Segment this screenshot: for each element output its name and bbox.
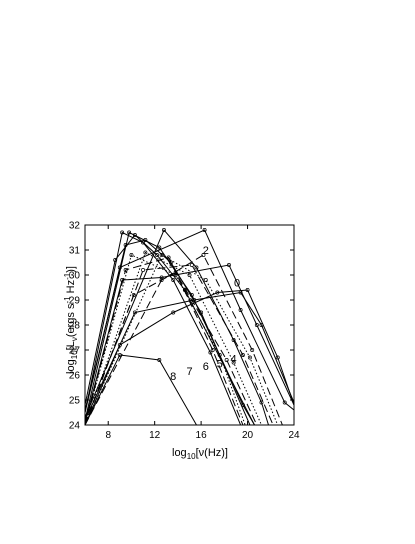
series-line-15 <box>85 251 262 425</box>
series-point <box>143 250 148 255</box>
y-tick-label: 29 <box>69 296 81 307</box>
series-line-5 <box>85 229 294 413</box>
curves-group <box>85 228 294 425</box>
series-point <box>155 253 159 257</box>
y-tick-label: 28 <box>69 321 81 332</box>
y-tick-label: 24 <box>69 421 81 432</box>
y-tick-label: 27 <box>69 346 81 357</box>
series-point <box>245 288 250 292</box>
curve-label-4: 4 <box>231 354 237 366</box>
series-point <box>159 278 164 282</box>
series-point <box>217 353 222 357</box>
series-point <box>238 308 243 312</box>
y-tick-label: 32 <box>69 221 81 232</box>
series-point <box>157 245 162 250</box>
x-axis-label: log10[ν(Hz)] <box>172 447 228 461</box>
series-point <box>132 310 137 315</box>
series-point <box>120 230 125 235</box>
series-line-1 <box>85 231 242 425</box>
y-axis-label: log10[Lν(ergs s-1 Hz-1)] <box>63 266 79 374</box>
y-tick-label: 25 <box>69 396 81 407</box>
series-line-8 <box>85 289 294 425</box>
series-point <box>240 353 245 357</box>
y-tick-label: 31 <box>69 246 81 257</box>
series-line-13 <box>85 254 283 425</box>
x-tick-label: 12 <box>149 430 161 441</box>
x-tick-label: 20 <box>242 430 254 441</box>
series-point <box>159 253 164 257</box>
series-line-11 <box>85 271 258 425</box>
series-point <box>282 400 287 405</box>
series-point <box>171 310 176 315</box>
series-point <box>227 263 231 267</box>
curve-label-2: 2 <box>203 245 209 257</box>
series-point <box>194 265 199 270</box>
series-point <box>192 298 197 302</box>
series-line-9 <box>85 354 197 425</box>
series-point <box>203 278 208 282</box>
plot-frame <box>84 224 295 426</box>
series-point <box>129 253 134 257</box>
x-tick-label: 8 <box>105 430 111 441</box>
series-point <box>247 355 252 360</box>
series-line-0 <box>85 234 255 425</box>
x-tick-label: 16 <box>196 430 208 441</box>
series-line-14 <box>85 254 246 425</box>
series-point <box>166 255 171 260</box>
series-line-12 <box>85 264 274 425</box>
series-line-7 <box>85 291 294 421</box>
series-point <box>259 400 264 405</box>
series-point <box>231 360 236 365</box>
y-tick-label: 30 <box>69 271 81 282</box>
series-line-4 <box>85 229 269 425</box>
series-point <box>208 350 213 355</box>
curve-label-8: 8 <box>170 371 176 383</box>
series-point <box>231 338 236 342</box>
series-point <box>173 270 178 275</box>
series-point <box>201 253 206 257</box>
curve-label-7: 7 <box>186 366 192 378</box>
series-point <box>254 323 259 327</box>
series-point <box>202 228 207 232</box>
series-point <box>173 273 178 277</box>
series-point <box>187 273 192 277</box>
curve-label-5: 5 <box>217 359 223 371</box>
series-point <box>224 358 229 362</box>
series-line-10 <box>85 256 244 425</box>
series-point <box>240 403 245 407</box>
series-point <box>275 355 280 360</box>
series-line-16 <box>85 254 279 425</box>
series-point <box>215 290 220 295</box>
series-point <box>157 358 162 362</box>
series-point <box>210 348 215 352</box>
series-point <box>123 268 128 272</box>
x-tick-label: 24 <box>288 430 300 441</box>
series-point <box>127 230 132 235</box>
series-point <box>189 293 194 297</box>
series-point <box>141 268 146 272</box>
series-point <box>159 275 164 280</box>
series-point <box>131 293 136 297</box>
series-point <box>117 265 122 270</box>
series-point <box>171 278 176 282</box>
curve-label-6: 6 <box>203 361 209 373</box>
series-point <box>162 228 166 232</box>
series-point <box>250 348 255 352</box>
series-point <box>189 263 194 267</box>
y-tick-label: 26 <box>69 371 81 382</box>
curve-label-0: 0 <box>234 277 240 289</box>
